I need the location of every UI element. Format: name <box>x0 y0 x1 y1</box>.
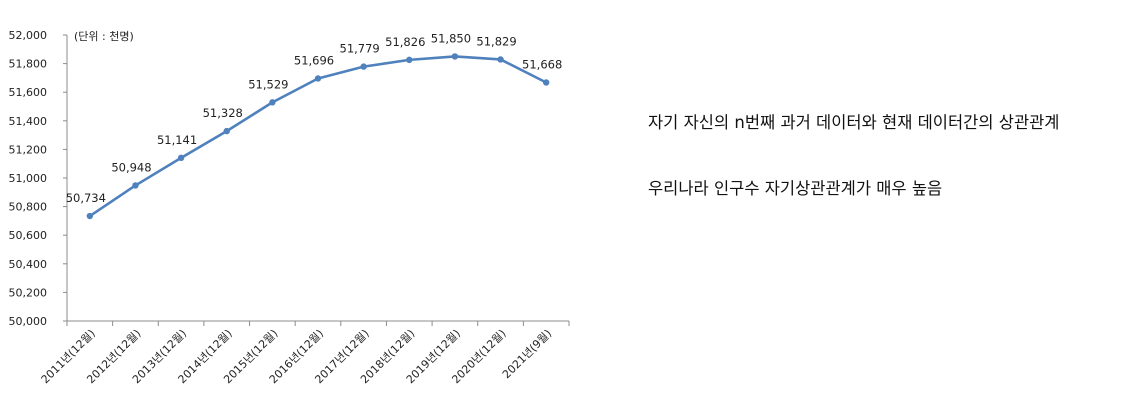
y-tick-label: 51,800 <box>9 58 48 71</box>
y-tick-label: 50,800 <box>9 201 48 214</box>
data-label: 51,529 <box>248 77 288 91</box>
x-tick-label: 2021년(9월) <box>500 327 554 381</box>
data-label: 50,948 <box>111 160 151 174</box>
y-tick-label: 50,400 <box>9 258 48 271</box>
data-point <box>406 56 413 64</box>
data-point <box>314 75 322 82</box>
y-tick-label: 50,000 <box>9 315 48 328</box>
y-tick-label: 50,600 <box>9 229 48 242</box>
data-label: 51,779 <box>340 42 380 56</box>
data-point <box>451 53 459 60</box>
data-label: 51,696 <box>294 53 334 67</box>
y-tick-label: 52,000 <box>9 29 48 42</box>
y-tick-label: 51,400 <box>9 115 48 128</box>
y-tick-label: 50,200 <box>9 286 48 299</box>
data-label: 51,829 <box>476 34 516 48</box>
population-line-chart: (단위 : 천명) 50,000 50,200 50,400 50,600 50,800… <box>9 29 570 386</box>
data-point <box>497 56 504 63</box>
data-point <box>269 99 276 106</box>
data-point <box>360 63 367 70</box>
data-point <box>223 127 230 135</box>
note-population-autocorrelation: 우리나라 인구수 자기상관관계가 매우 높음 <box>648 179 943 198</box>
data-point <box>177 154 185 162</box>
data-label: 51,328 <box>203 106 243 120</box>
unit-label: (단위 : 천명) <box>74 29 134 43</box>
data-labels: 50,734 50,948 51,141 51,328 51,529 51,696 51,7… <box>66 31 563 205</box>
x-axis: 2011년(12월)2012년(12월)2013년(12월)2014년(12월)… <box>39 320 570 386</box>
data-label: 51,668 <box>522 57 562 71</box>
series-population <box>86 53 550 220</box>
data-point <box>132 182 139 189</box>
data-label: 50,734 <box>66 191 106 205</box>
y-axis: 50,000 50,200 50,400 50,600 50,800 51,000 51,2… <box>9 29 68 328</box>
data-label: 51,850 <box>431 31 471 45</box>
y-tick-label: 51,200 <box>9 143 48 156</box>
notes-panel: 자기 자신의 n번째 과거 데이터와 현재 데이터간의 상관관계 우리나라 인구… <box>648 112 1118 200</box>
data-label: 51,826 <box>385 35 425 49</box>
data-point <box>542 79 550 86</box>
data-label: 51,141 <box>157 133 197 147</box>
y-tick-label: 51,600 <box>9 86 48 99</box>
note-autocorrelation-definition: 자기 자신의 n번째 과거 데이터와 현재 데이터간의 상관관계 <box>648 113 1060 132</box>
y-tick-label: 51,000 <box>9 172 48 185</box>
data-point <box>86 212 94 220</box>
